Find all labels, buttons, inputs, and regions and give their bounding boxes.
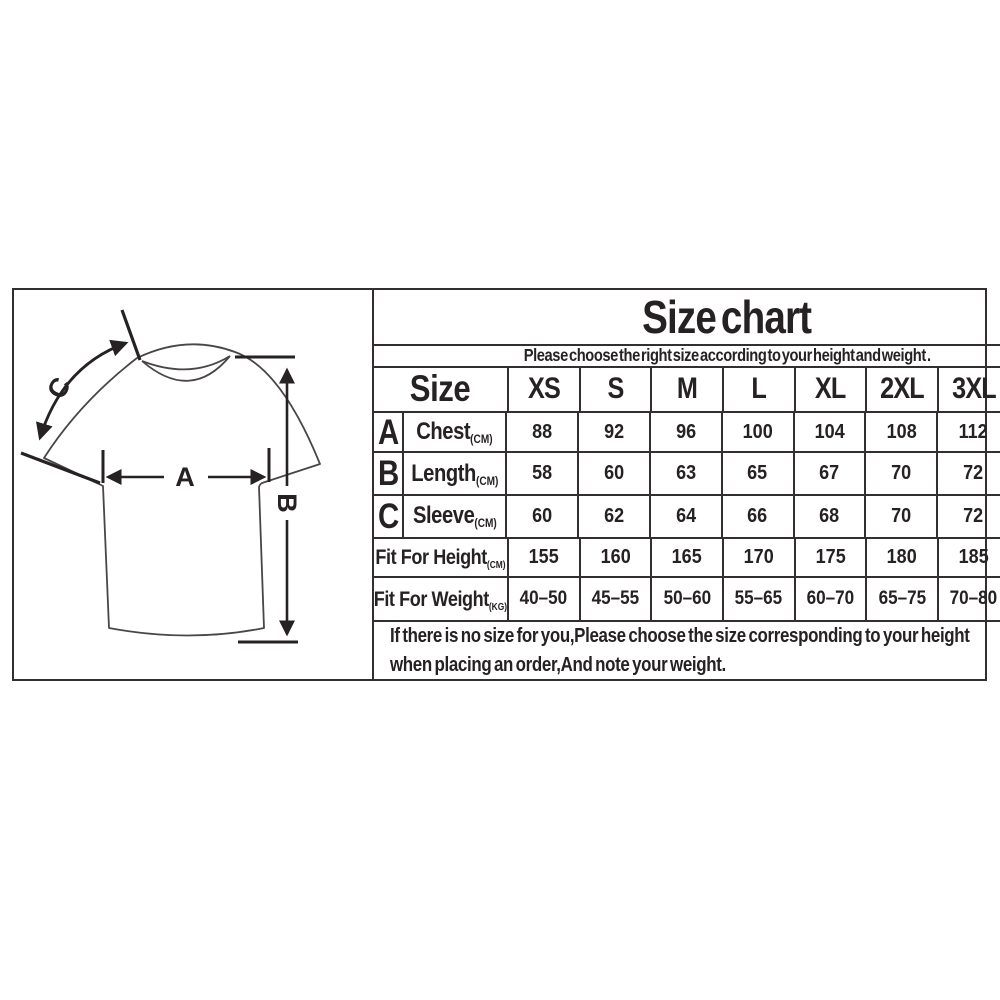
size-chart-box: A B C xyxy=(12,288,1000,681)
fit-weight-value: 65–75 xyxy=(865,578,937,621)
fit-height-value: 160 xyxy=(578,538,651,577)
table-subtitle: Please choose the right size according t… xyxy=(523,345,931,366)
fit-weight-value: 55–65 xyxy=(721,578,794,621)
header-row: Size XS S M L XL 2XL 3XL 4XL xyxy=(374,367,1000,414)
fit-height-value: 155 xyxy=(507,538,579,577)
length-value: 65 xyxy=(720,453,793,494)
chest-value: 96 xyxy=(648,413,721,452)
fit-weight-value: 70–80 xyxy=(936,578,1000,621)
fit-height-label: Fit For Height(CM) xyxy=(375,545,506,572)
row-chest-letter: A xyxy=(377,413,399,452)
table-title-row: Size chart xyxy=(374,290,1000,346)
sleeve-value: 60 xyxy=(505,495,577,537)
sleeve-value: 68 xyxy=(792,495,865,537)
header-size-cell: Size xyxy=(410,368,471,410)
header-col-m: M xyxy=(650,367,722,412)
label-b: B xyxy=(272,493,302,513)
sleeve-value: 72 xyxy=(936,495,1000,537)
measurement-a-arrow: A xyxy=(101,448,271,492)
sleeve-value: 66 xyxy=(720,495,793,537)
length-value: 67 xyxy=(792,453,865,494)
fit-weight-value: 45–55 xyxy=(578,578,651,621)
measurement-b-arrow: B xyxy=(235,355,302,644)
chest-value: 92 xyxy=(576,413,649,452)
row-sleeve: C Sleeve(CM) 60 62 64 66 68 70 72 74 xyxy=(374,495,1000,539)
header-col-l: L xyxy=(721,367,794,412)
row-chest-label: Chest(CM) xyxy=(402,413,505,452)
fit-height-value: 165 xyxy=(650,538,722,577)
sleeve-value: 70 xyxy=(864,495,936,537)
fit-height-value: 175 xyxy=(793,538,866,577)
label-a: A xyxy=(175,462,195,492)
sleeve-value: 64 xyxy=(648,495,721,537)
fit-weight-value: 60–70 xyxy=(793,578,866,621)
table-subtitle-row: Please choose the right size according t… xyxy=(374,346,1000,368)
sleeve-value: 62 xyxy=(576,495,649,537)
length-value: 70 xyxy=(864,453,936,494)
length-value: 63 xyxy=(648,453,721,494)
chest-value: 112 xyxy=(936,413,1000,452)
label-c: C xyxy=(41,372,77,403)
fit-height-value: 180 xyxy=(865,538,937,577)
length-value: 60 xyxy=(576,453,649,494)
fit-height-value: 170 xyxy=(721,538,794,577)
row-sleeve-label: Sleeve(CM) xyxy=(402,495,505,537)
row-fit-height: Fit For Height(CM) 155 160 165 170 175 1… xyxy=(374,538,1000,579)
row-length-letter: B xyxy=(377,454,399,493)
header-col-xs: XS xyxy=(507,367,579,412)
row-length-label: Length(CM) xyxy=(402,453,505,494)
header-col-xl: XL xyxy=(793,367,866,412)
fit-weight-value: 40–50 xyxy=(507,578,579,621)
row-length: B Length(CM) 58 60 63 65 67 70 72 74 xyxy=(374,453,1000,496)
row-sleeve-letter: C xyxy=(377,496,399,536)
header-col-3xl: 3XL xyxy=(936,367,1000,412)
header-col-s: S xyxy=(578,367,651,412)
chest-value: 88 xyxy=(505,413,577,452)
tshirt-measurement-svg: A B C xyxy=(20,309,321,644)
chest-value: 100 xyxy=(720,413,793,452)
row-fit-weight: Fit For Weight(KG) 40–50 45–55 50–60 55–… xyxy=(374,578,1000,623)
fit-weight-value: 50–60 xyxy=(650,578,722,621)
chest-value: 108 xyxy=(864,413,936,452)
fit-height-value: 185 xyxy=(936,538,1000,577)
note-row: If there is no size for you,Please choos… xyxy=(374,622,1000,679)
tshirt-diagram-panel: A B C xyxy=(14,290,374,679)
size-table: Size chart Please choose the right size … xyxy=(374,290,1000,679)
chest-value: 104 xyxy=(792,413,865,452)
size-note: If there is no size for you,Please choos… xyxy=(390,625,970,676)
length-value: 72 xyxy=(936,453,1000,494)
table-title: Size chart xyxy=(642,290,812,343)
row-chest: A Chest(CM) 88 92 96 100 104 108 112 116 xyxy=(374,413,1000,454)
length-value: 58 xyxy=(505,453,577,494)
header-col-2xl: 2XL xyxy=(865,367,937,412)
fit-weight-label: Fit For Weight(KG) xyxy=(374,586,507,613)
